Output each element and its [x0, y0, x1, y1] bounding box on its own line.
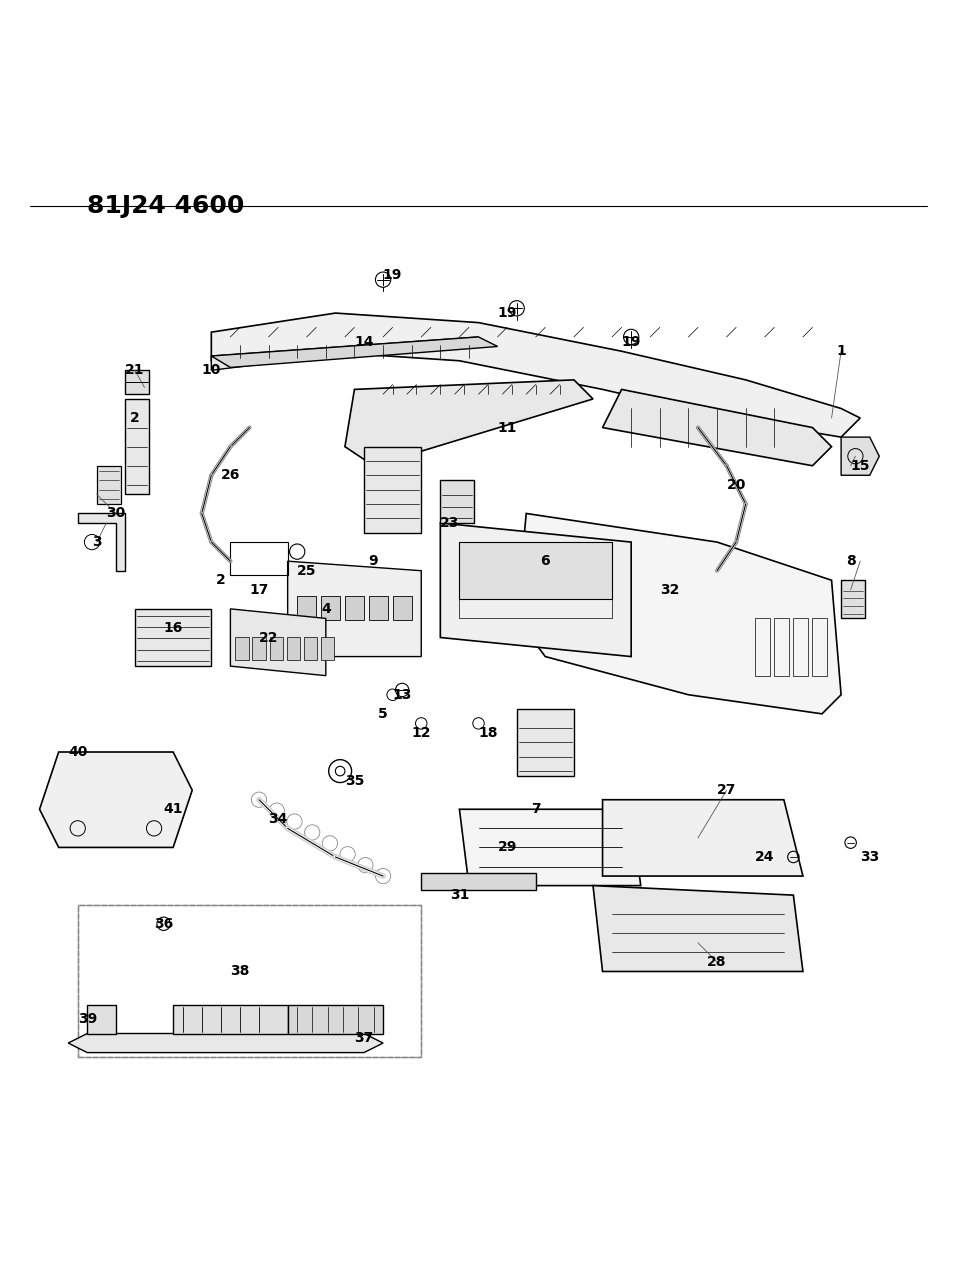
Text: 27: 27	[717, 783, 736, 797]
Text: 9: 9	[368, 555, 378, 569]
Polygon shape	[78, 514, 125, 571]
Polygon shape	[603, 389, 832, 465]
Text: 28: 28	[707, 955, 726, 969]
Polygon shape	[345, 380, 593, 465]
Polygon shape	[211, 314, 860, 437]
Bar	[440, 481, 474, 523]
Text: 11: 11	[498, 421, 517, 435]
Polygon shape	[39, 752, 192, 848]
Text: 40: 40	[68, 745, 87, 759]
Bar	[78, 905, 421, 1057]
Bar	[235, 636, 249, 660]
Polygon shape	[211, 337, 498, 367]
Text: 17: 17	[250, 583, 269, 597]
Text: 7: 7	[531, 802, 541, 816]
Bar	[270, 636, 283, 660]
Text: 19: 19	[621, 335, 641, 348]
Bar	[321, 597, 340, 621]
Text: 4: 4	[321, 602, 331, 616]
Bar	[459, 599, 612, 618]
Bar	[125, 370, 149, 394]
Text: 14: 14	[354, 335, 374, 348]
Polygon shape	[517, 514, 841, 714]
Text: 5: 5	[378, 706, 388, 720]
Text: 12: 12	[412, 725, 431, 739]
Text: 19: 19	[383, 268, 402, 282]
Bar	[287, 636, 300, 660]
Bar	[298, 597, 316, 621]
Polygon shape	[288, 561, 421, 657]
Bar	[304, 636, 317, 660]
Polygon shape	[135, 609, 211, 666]
Bar	[97, 465, 121, 504]
Polygon shape	[87, 1005, 116, 1034]
Text: 81J24 4600: 81J24 4600	[87, 194, 245, 218]
Text: 1: 1	[836, 344, 846, 358]
Text: 15: 15	[851, 459, 870, 473]
Text: 35: 35	[345, 774, 365, 788]
Text: 29: 29	[498, 840, 517, 854]
Text: 31: 31	[450, 889, 469, 903]
Polygon shape	[211, 337, 479, 370]
Bar	[253, 636, 266, 660]
Text: 22: 22	[258, 631, 278, 644]
Polygon shape	[173, 1005, 288, 1034]
Text: 23: 23	[440, 516, 459, 530]
Bar	[125, 399, 149, 495]
Bar	[459, 542, 612, 599]
Text: 2: 2	[130, 411, 140, 425]
Bar	[812, 618, 827, 676]
Text: 33: 33	[860, 850, 879, 864]
Polygon shape	[231, 609, 325, 676]
Text: 26: 26	[221, 468, 240, 482]
Text: 3: 3	[92, 536, 101, 550]
Bar	[793, 618, 808, 676]
Text: 21: 21	[125, 363, 145, 377]
Bar	[231, 542, 288, 575]
Bar	[841, 580, 865, 618]
Polygon shape	[459, 810, 641, 886]
Polygon shape	[68, 1034, 383, 1053]
Text: 10: 10	[202, 363, 221, 377]
Bar	[774, 618, 789, 676]
Text: 41: 41	[164, 802, 183, 816]
Text: 6: 6	[541, 555, 550, 569]
Text: 19: 19	[498, 306, 517, 320]
Text: 13: 13	[392, 687, 412, 701]
Text: 34: 34	[268, 812, 288, 826]
Text: 25: 25	[297, 564, 317, 578]
Bar	[321, 636, 334, 660]
Text: 32: 32	[659, 583, 679, 597]
Polygon shape	[288, 1005, 383, 1034]
Text: 39: 39	[78, 1012, 97, 1026]
Bar	[345, 597, 364, 621]
Text: 2: 2	[216, 574, 226, 588]
Bar	[364, 446, 421, 533]
Bar	[755, 618, 769, 676]
Text: 36: 36	[154, 917, 173, 931]
Bar	[421, 873, 536, 890]
Text: 30: 30	[106, 506, 125, 520]
Text: 8: 8	[846, 555, 856, 569]
Bar	[368, 597, 388, 621]
Text: 38: 38	[231, 964, 250, 978]
Polygon shape	[841, 437, 879, 476]
Text: 37: 37	[354, 1031, 373, 1046]
Text: 18: 18	[478, 725, 498, 739]
Text: 20: 20	[726, 478, 746, 492]
Text: 16: 16	[164, 621, 183, 635]
Polygon shape	[603, 799, 803, 876]
Polygon shape	[440, 523, 632, 657]
Text: 24: 24	[755, 850, 774, 864]
Bar	[78, 905, 421, 1057]
Bar	[392, 597, 412, 621]
Polygon shape	[593, 886, 803, 972]
Bar	[517, 709, 574, 776]
